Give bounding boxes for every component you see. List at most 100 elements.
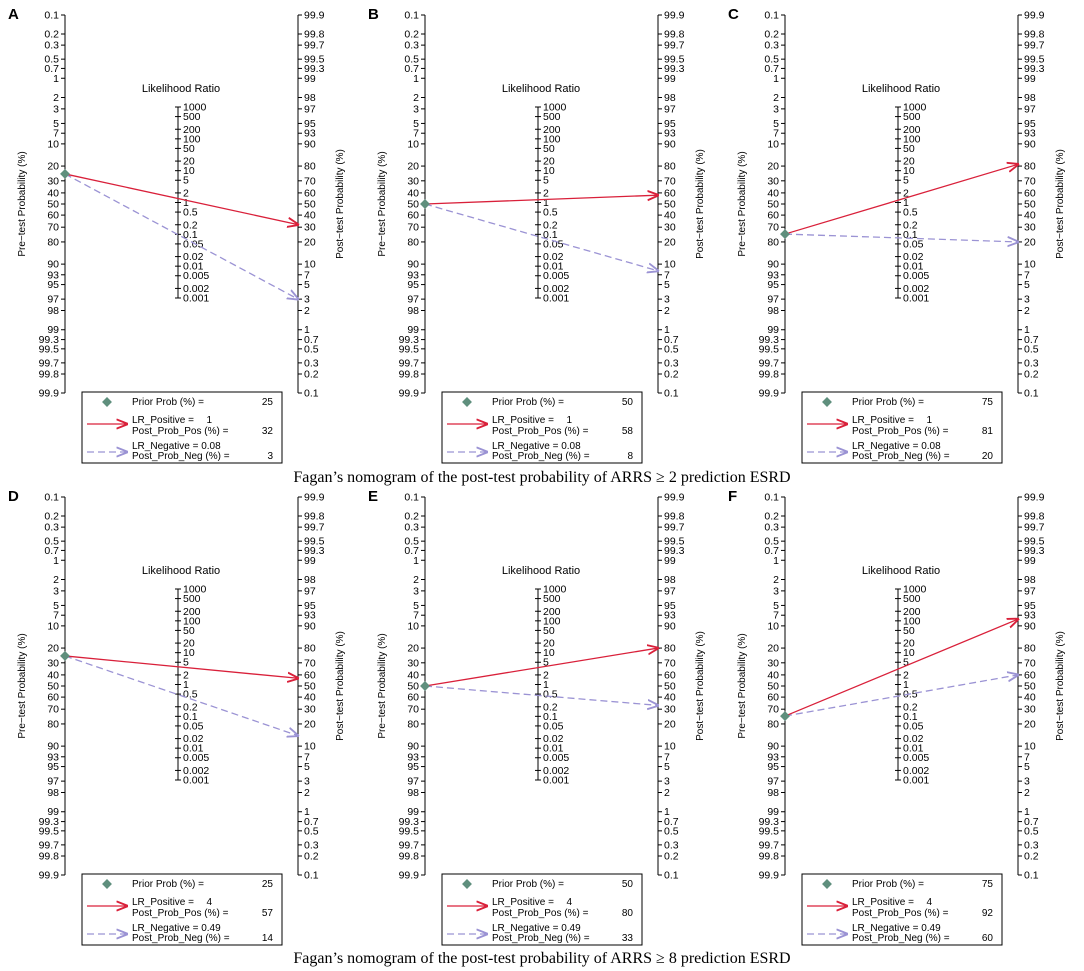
post-tick-label: 0.5 xyxy=(664,343,679,355)
legend-prior-label: Prior Prob (%) = xyxy=(852,397,924,408)
pre-tick-label: 0.3 xyxy=(764,522,779,534)
lr-title: Likelihood Ratio xyxy=(142,83,220,95)
pre-tick-label: 10 xyxy=(47,138,59,150)
lr-tick-label: 2 xyxy=(543,669,549,681)
post-tick-label: 90 xyxy=(664,620,676,632)
pre-tick-label: 0.5 xyxy=(44,54,59,66)
pre-tick-label: 60 xyxy=(47,210,59,222)
lr-tick-label: 10 xyxy=(543,647,555,659)
post-tick-label: 0.1 xyxy=(304,388,319,400)
lr-tick-label: 0.01 xyxy=(903,743,924,755)
pre-tick-label: 0.2 xyxy=(44,510,59,522)
post-tick-label: 1 xyxy=(1024,806,1030,818)
pre-tick-label: 99.3 xyxy=(399,816,420,828)
lr-tick-label: 10 xyxy=(183,165,195,177)
legend-lr-neg-label: LR_Negative = 0.49 xyxy=(492,923,581,934)
post-tick-label: 80 xyxy=(1024,161,1036,173)
post-tick-label: 97 xyxy=(304,585,316,597)
lr-tick-label: 0.005 xyxy=(183,270,209,282)
post-tick-label: 5 xyxy=(664,761,670,773)
post-tick-label: 20 xyxy=(304,718,316,730)
legend-post-neg-label: Post_Prob_Neg (%) = xyxy=(132,933,230,944)
post-tick-label: 30 xyxy=(1024,704,1036,716)
post-tick-label: 97 xyxy=(304,103,316,115)
post-tick-label: 99.3 xyxy=(664,545,685,557)
lr-tick-label: 0.2 xyxy=(903,219,918,231)
pre-tick-label: 50 xyxy=(767,681,779,693)
post-tick-label: 5 xyxy=(1024,279,1030,291)
lr-tick-label: 50 xyxy=(543,625,555,637)
post-tick-label: 95 xyxy=(1024,600,1036,612)
pre-tick-label: 99.9 xyxy=(399,388,420,400)
pre-tick-label: 20 xyxy=(767,643,779,655)
pre-tick-label: 99.5 xyxy=(399,343,420,355)
pre-tick-label: 30 xyxy=(767,657,779,669)
lr-tick-label: 5 xyxy=(183,175,189,187)
post-tick-label: 0.1 xyxy=(1024,870,1039,882)
pre-tick-label: 0.1 xyxy=(44,492,59,504)
post-tick-label: 99.7 xyxy=(304,40,325,52)
post-tick-label: 1 xyxy=(304,324,310,336)
post-tick-label: 0.3 xyxy=(664,357,679,369)
post-tick-label: 99.9 xyxy=(304,492,325,504)
post-tick-label: 60 xyxy=(304,187,316,199)
pre-tick-label: 1 xyxy=(413,73,419,85)
post-tick-label: 0.2 xyxy=(1024,369,1039,381)
lr-tick-label: 10 xyxy=(543,165,555,177)
pre-tick-label: 99.8 xyxy=(39,369,60,381)
pre-tick-label: 30 xyxy=(407,175,419,187)
post-tick-label: 10 xyxy=(664,259,676,271)
lr-tick-label: 0.002 xyxy=(183,283,209,295)
lr-tick-label: 0.02 xyxy=(183,733,204,745)
lr-tick-label: 5 xyxy=(183,657,189,669)
pre-tick-label: 50 xyxy=(47,681,59,693)
post-test-axis-title: Post−test Probability (%) xyxy=(335,149,346,259)
post-tick-label: 2 xyxy=(1024,305,1030,317)
post-tick-label: 50 xyxy=(664,681,676,693)
post-tick-label: 99.3 xyxy=(304,545,325,557)
pre-tick-label: 93 xyxy=(767,751,779,763)
post-tick-label: 99.9 xyxy=(664,10,685,22)
post-tick-label: 10 xyxy=(664,741,676,753)
lr-tick-label: 20 xyxy=(543,156,555,168)
pre-tick-label: 90 xyxy=(767,259,779,271)
post-tick-label: 95 xyxy=(304,600,316,612)
post-tick-label: 1 xyxy=(664,324,670,336)
post-tick-label: 0.1 xyxy=(1024,388,1039,400)
pre-tick-label: 80 xyxy=(767,718,779,730)
post-tick-label: 0.7 xyxy=(664,816,679,828)
post-tick-label: 99.8 xyxy=(1024,28,1045,40)
pre-tick-label: 80 xyxy=(407,718,419,730)
pre-tick-label: 1 xyxy=(413,555,419,567)
lr-tick-label: 50 xyxy=(903,625,915,637)
pre-tick-label: 99.7 xyxy=(39,357,60,369)
pre-tick-label: 0.3 xyxy=(404,40,419,52)
post-tick-label: 99.8 xyxy=(1024,510,1045,522)
lr-tick-label: 200 xyxy=(543,606,561,618)
pre-tick-label: 5 xyxy=(773,118,779,130)
legend-prior-marker xyxy=(102,879,112,889)
pre-tick-label: 7 xyxy=(413,128,419,140)
post-tick-label: 90 xyxy=(304,620,316,632)
pre-tick-label: 60 xyxy=(407,692,419,704)
lr-tick-label: 1000 xyxy=(903,102,927,114)
post-tick-label: 93 xyxy=(1024,610,1036,622)
pre-tick-label: 0.5 xyxy=(764,536,779,548)
lr-tick-label: 10 xyxy=(183,647,195,659)
pre-tick-label: 70 xyxy=(767,222,779,234)
lr-tick-label: 50 xyxy=(903,143,915,155)
lr-tick-label: 0.5 xyxy=(903,207,918,219)
post-tick-label: 20 xyxy=(1024,236,1036,248)
lr-tick-label: 20 xyxy=(183,638,195,650)
lr-tick-label: 5 xyxy=(903,657,909,669)
lr-tick-label: 1 xyxy=(183,197,189,209)
pre-tick-label: 70 xyxy=(767,704,779,716)
legend-post-neg-label: Post_Prob_Neg (%) = xyxy=(852,933,950,944)
lr-tick-label: 0.5 xyxy=(543,689,558,701)
legend-prior-marker xyxy=(462,397,472,407)
lr-tick-label: 50 xyxy=(543,143,555,155)
pre-tick-label: 98 xyxy=(407,305,419,317)
pre-tick-label: 93 xyxy=(47,269,59,281)
pre-tick-label: 5 xyxy=(413,600,419,612)
